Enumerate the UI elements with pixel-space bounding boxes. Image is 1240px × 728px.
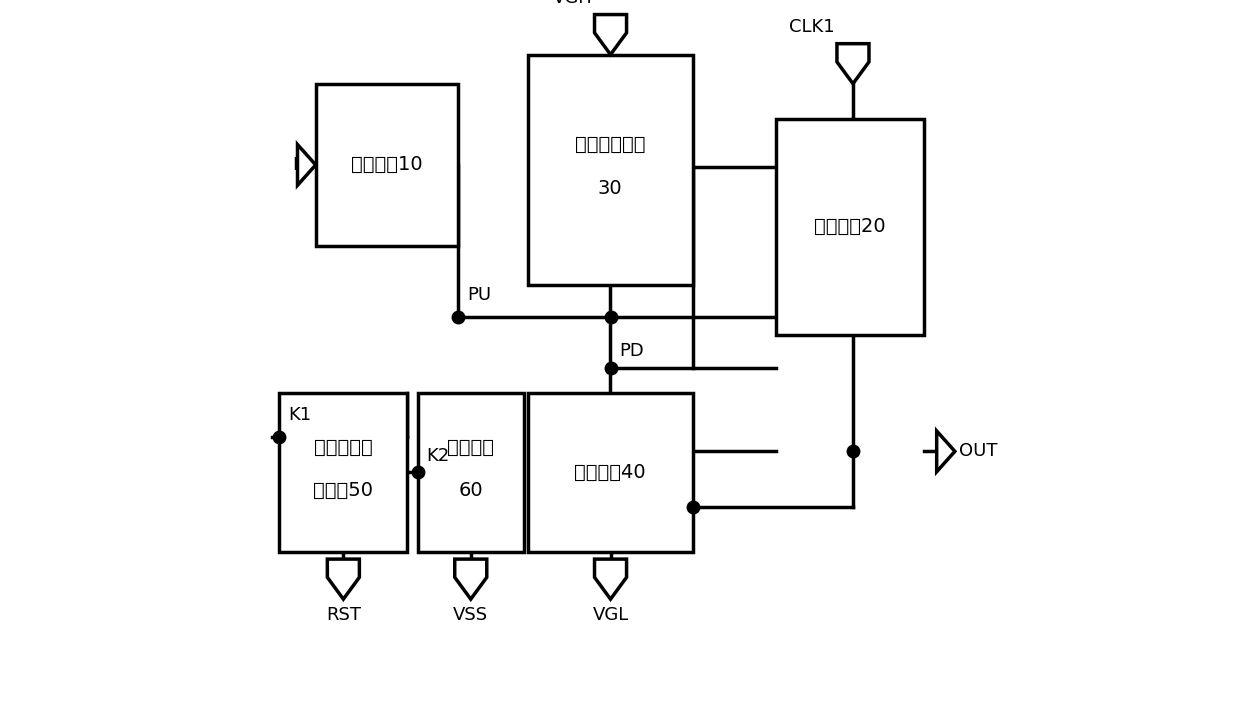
Text: K2: K2 xyxy=(427,447,450,465)
Polygon shape xyxy=(936,431,955,472)
Bar xyxy=(527,393,693,552)
Text: 第一复位控: 第一复位控 xyxy=(314,438,373,456)
Text: 输出模块20: 输出模块20 xyxy=(815,217,885,237)
Bar xyxy=(527,55,693,285)
Polygon shape xyxy=(327,559,360,599)
Text: VSS: VSS xyxy=(453,606,489,625)
Text: OUT: OUT xyxy=(959,443,997,460)
Text: VGH: VGH xyxy=(553,0,593,7)
Text: 下拉控制模块: 下拉控制模块 xyxy=(575,135,646,154)
Bar xyxy=(418,393,525,552)
Bar xyxy=(776,119,924,335)
Bar xyxy=(279,393,408,552)
Polygon shape xyxy=(298,144,316,185)
Text: IN: IN xyxy=(291,156,310,174)
Text: K1: K1 xyxy=(288,405,311,424)
Text: PD: PD xyxy=(619,342,644,360)
Text: PU: PU xyxy=(467,285,491,304)
Text: CLK1: CLK1 xyxy=(789,18,835,36)
Text: 60: 60 xyxy=(459,481,484,500)
Bar xyxy=(316,84,459,246)
Text: 制模块50: 制模块50 xyxy=(314,481,373,500)
Text: 输入模块10: 输入模块10 xyxy=(351,155,423,175)
Text: 下拉模块40: 下拉模块40 xyxy=(574,463,646,482)
Polygon shape xyxy=(455,559,487,599)
Polygon shape xyxy=(837,44,869,84)
Polygon shape xyxy=(594,559,626,599)
Text: 30: 30 xyxy=(598,178,622,198)
Polygon shape xyxy=(594,15,626,55)
Text: VGL: VGL xyxy=(593,606,629,625)
Text: RST: RST xyxy=(326,606,361,625)
Text: 复位模块: 复位模块 xyxy=(448,438,495,456)
